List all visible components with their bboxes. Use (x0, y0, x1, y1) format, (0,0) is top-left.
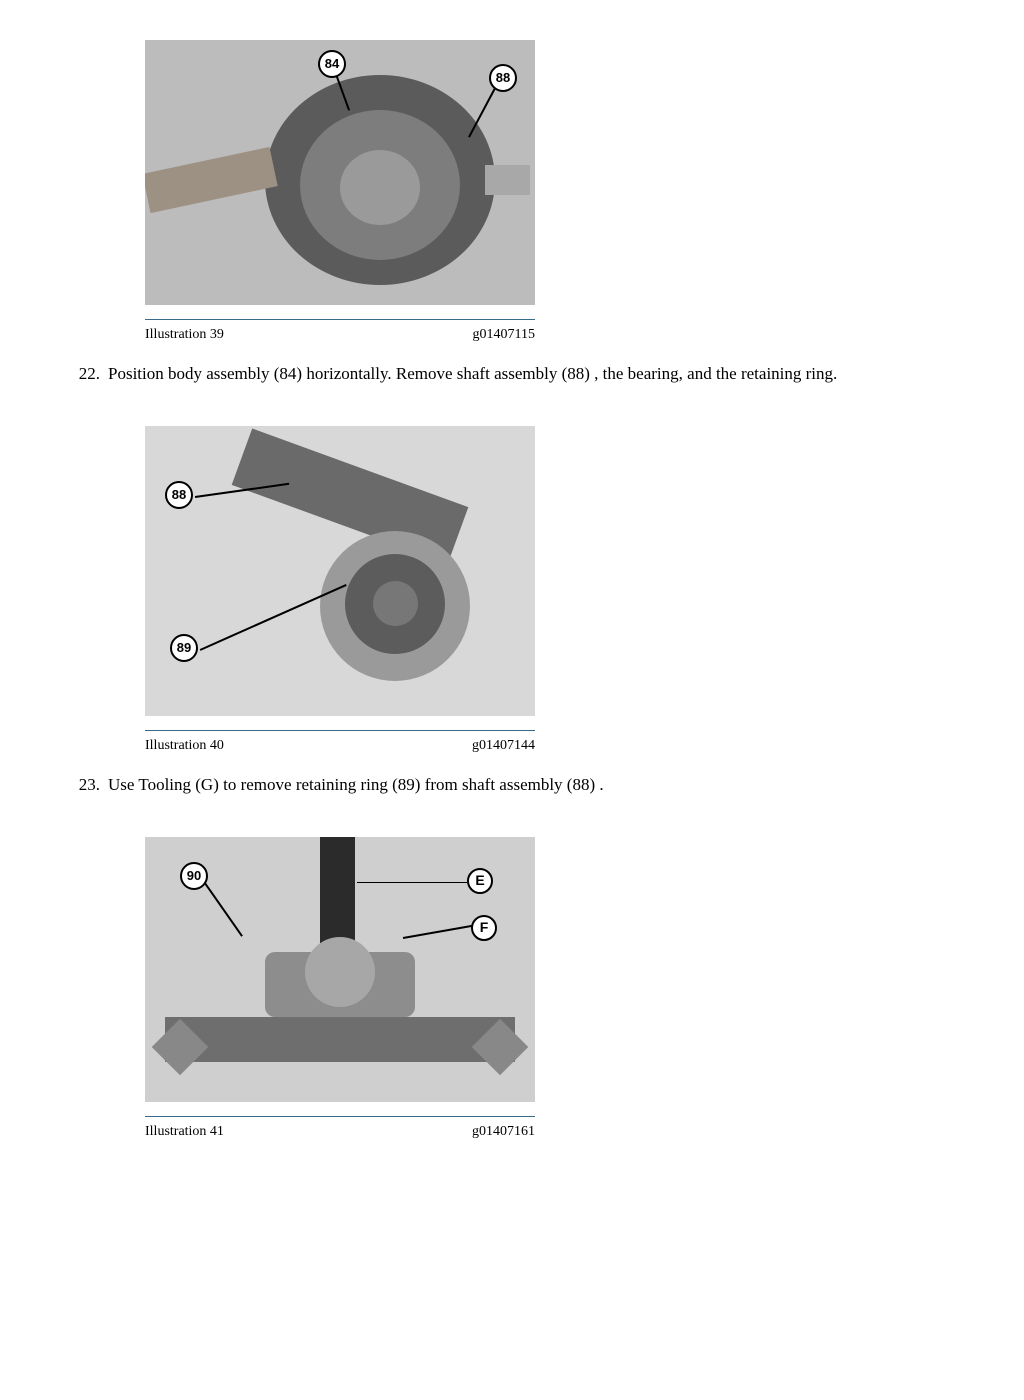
callout-label: 88 (172, 486, 186, 504)
figure-caption: Illustration 39 g01407115 (145, 326, 535, 345)
callout-label: E (475, 871, 484, 890)
callout-89: 89 (170, 634, 198, 662)
callout-e: E (467, 868, 493, 894)
step-number: 23. (70, 774, 108, 797)
illustration-code: g01407115 (473, 326, 535, 345)
callout-88: 88 (489, 64, 517, 92)
figure-divider (145, 319, 535, 320)
step-text: Position body assembly (84) horizontally… (108, 363, 954, 386)
illustration-code: g01407161 (472, 1123, 535, 1142)
step-list: 23. Use Tooling (G) to remove retaining … (70, 774, 954, 797)
callout-90: 90 (180, 862, 208, 890)
figure-caption: Illustration 40 g01407144 (145, 737, 535, 756)
figure-divider (145, 730, 535, 731)
step-23: 23. Use Tooling (G) to remove retaining … (70, 774, 954, 797)
step-list: 22. Position body assembly (84) horizont… (70, 363, 954, 386)
step-22: 22. Position body assembly (84) horizont… (70, 363, 954, 386)
callout-label: 84 (325, 55, 339, 73)
illustration-41-image: 90 E F (145, 837, 535, 1102)
callout-label: 90 (187, 867, 201, 885)
callout-label: F (480, 918, 489, 937)
illustration-label: Illustration 39 (145, 326, 224, 345)
figure-block-39: 84 88 Illustration 39 g01407115 (145, 40, 954, 345)
illustration-39-image: 84 88 (145, 40, 535, 305)
callout-88: 88 (165, 481, 193, 509)
figure-caption: Illustration 41 g01407161 (145, 1123, 535, 1142)
callout-label: 89 (177, 639, 191, 657)
figure-block-41: 90 E F Illustration 41 g01407161 (145, 837, 954, 1142)
step-number: 22. (70, 363, 108, 386)
callout-label: 88 (496, 69, 510, 87)
step-text: Use Tooling (G) to remove retaining ring… (108, 774, 954, 797)
figure-divider (145, 1116, 535, 1117)
illustration-code: g01407144 (472, 737, 535, 756)
illustration-label: Illustration 40 (145, 737, 224, 756)
figure-block-40: 88 89 Illustration 40 g01407144 (145, 426, 954, 756)
callout-84: 84 (318, 50, 346, 78)
illustration-label: Illustration 41 (145, 1123, 224, 1142)
illustration-40-image: 88 89 (145, 426, 535, 716)
callout-f: F (471, 915, 497, 941)
